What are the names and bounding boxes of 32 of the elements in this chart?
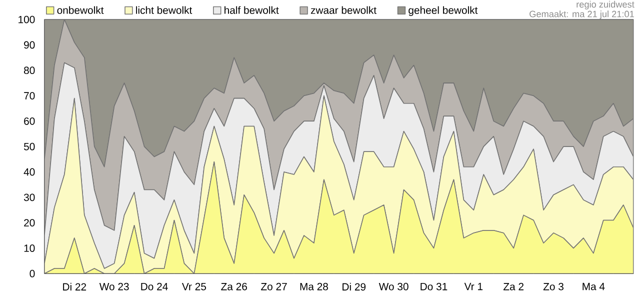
legend-label: zwaar bewolkt [310,6,376,14]
y-tick-label: 50 [24,142,35,150]
text: Gemaakt: ma 21 jul 21:01 [530,10,634,19]
y-tick-label: 90 [24,41,35,49]
y-tick-label: 30 [24,194,35,202]
x-tick-label: Wo 30 [378,282,408,290]
y-tick-label: 20 [24,219,35,226]
x-tick-label: Vr 1 [464,282,483,290]
y-tick-label: 0 [30,270,35,278]
legend-label: geheel bewolkt [408,6,478,16]
text: regio zuidwest [576,0,634,10]
y-tick-label: 70 [24,92,35,100]
x-tick-label: Ma 4 [582,282,605,290]
x-tick-label: Zo 27 [261,282,287,290]
x-tick-label: Di 22 [63,282,86,290]
y-tick-label: 80 [24,66,35,74]
x-tick-label: Vr 25 [182,282,206,290]
legend-label: licht bewolkt [136,6,192,14]
x-tick-label: Do 24 [141,282,168,290]
x-tick-label: Di 29 [342,282,366,290]
x-tick-label: Wo 23 [99,282,129,290]
legend-label: onbewolkt [57,6,104,14]
y-tick-label: 40 [24,168,35,176]
x-tick-label: Za 26 [221,282,247,290]
x-tick-label: Do 31 [420,282,448,290]
y-tick-label: 10 [24,244,35,252]
x-tick-label: Ma 28 [300,282,328,290]
x-tick-label: Zo 3 [543,282,564,290]
x-tick-label: Za 2 [503,282,524,290]
legend-label: half bewolkt [224,6,279,14]
y-tick-label: 100 [18,16,35,24]
y-tick-label: 60 [24,117,35,125]
